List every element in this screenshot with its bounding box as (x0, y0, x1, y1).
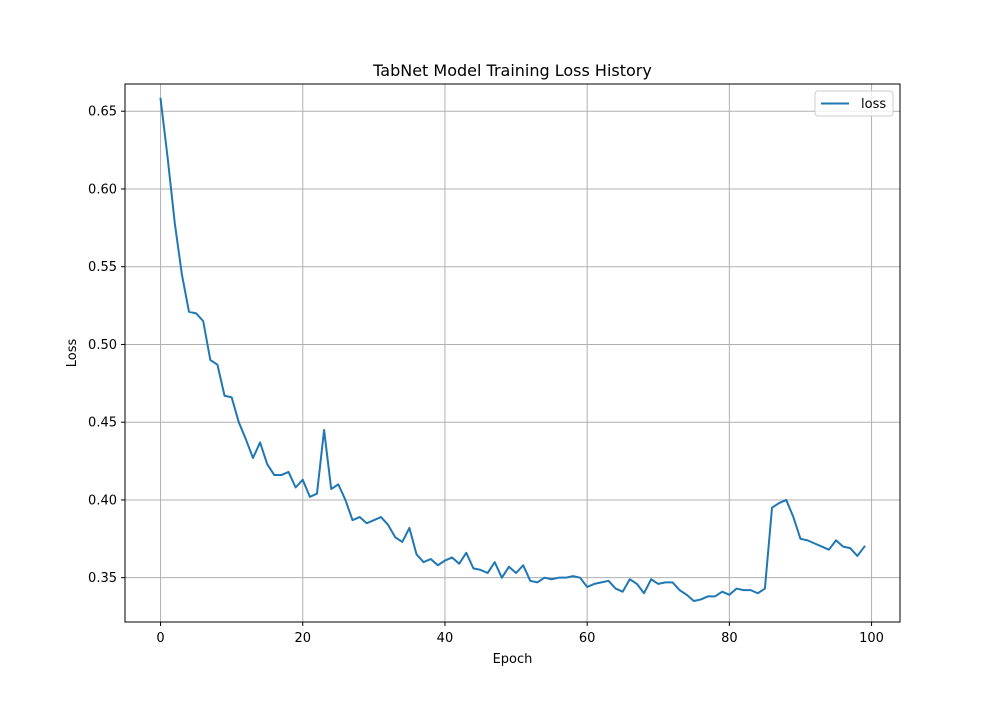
series-line-loss (159, 97, 866, 603)
line-layer (159, 97, 866, 603)
legend: loss (814, 90, 894, 117)
y-tick-label: 0.60 (88, 182, 117, 197)
y-tick-label: 0.50 (88, 338, 117, 353)
y-tick-label: 0.35 (88, 571, 117, 586)
legend-box (814, 90, 894, 117)
grid-layer (125, 84, 900, 622)
x-tick-label: 100 (859, 631, 884, 646)
x-tick-label: 20 (294, 631, 311, 646)
legend-label-loss: loss (861, 97, 886, 112)
x-tick-label: 80 (721, 631, 738, 646)
y-tick-label: 0.55 (88, 260, 117, 275)
chart-title: TabNet Model Training Loss History (372, 61, 652, 80)
x-tick-label: 60 (579, 631, 596, 646)
x-axis-label: Epoch (493, 652, 533, 667)
y-tick-label: 0.45 (88, 416, 117, 431)
x-tick-label: 40 (437, 631, 454, 646)
y-axis-label: Loss (65, 339, 80, 368)
y-tick-label: 0.65 (88, 105, 117, 120)
tick-layer: 0 20 40 60 80 100 0.35 0.40 0.45 0.50 0.55 0.60 0.65 (88, 105, 884, 646)
y-tick-label: 0.40 (88, 493, 117, 508)
plot-frame (124, 83, 901, 623)
x-tick-label: 0 (156, 631, 164, 646)
